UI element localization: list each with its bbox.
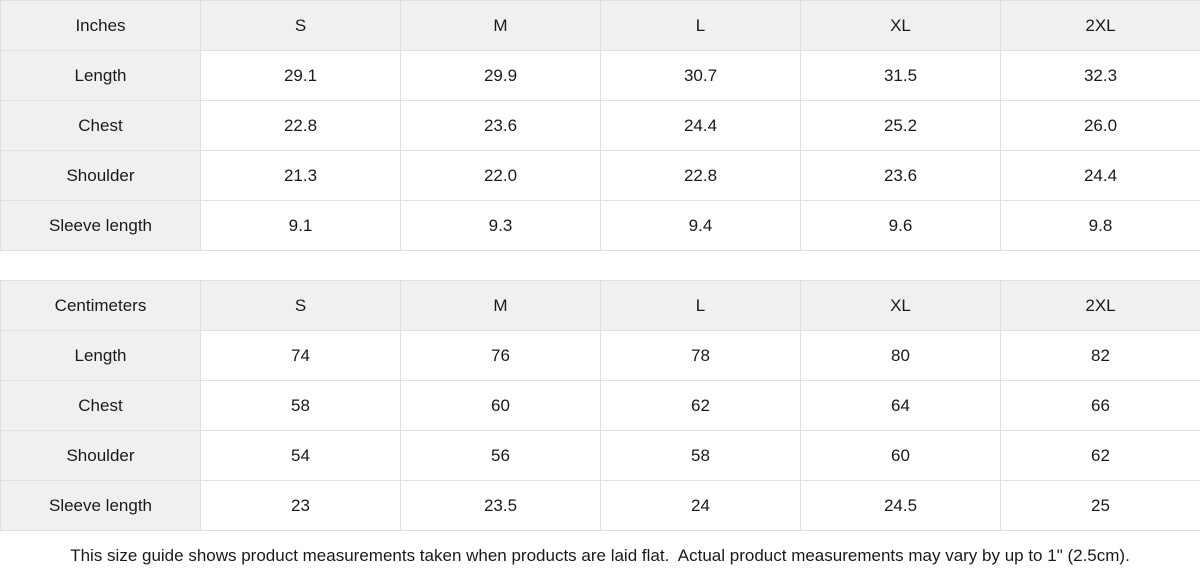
table-row: Length 74 76 78 80 82 — [1, 331, 1200, 381]
row-label-length: Length — [1, 51, 201, 101]
measurement-cell: 24.4 — [1001, 151, 1200, 201]
measurement-cell: 24.5 — [801, 481, 1001, 531]
table-gap-spacer — [0, 251, 1200, 280]
table-row: Chest 58 60 62 64 66 — [1, 381, 1200, 431]
column-header-s: S — [201, 281, 401, 331]
measurement-cell: 23.6 — [401, 101, 601, 151]
row-label-length: Length — [1, 331, 201, 381]
measurement-cell: 31.5 — [801, 51, 1001, 101]
column-header-l: L — [601, 281, 801, 331]
measurement-cell: 21.3 — [201, 151, 401, 201]
measurement-cell: 54 — [201, 431, 401, 481]
column-header-s: S — [201, 1, 401, 51]
measurement-cell: 82 — [1001, 331, 1200, 381]
column-header-m: M — [401, 1, 601, 51]
row-label-chest: Chest — [1, 381, 201, 431]
table-row: Length 29.1 29.9 30.7 31.5 32.3 — [1, 51, 1200, 101]
measurement-cell: 24.4 — [601, 101, 801, 151]
footer-note: This size guide shows product measuremen… — [0, 531, 1200, 581]
measurement-cell: 29.1 — [201, 51, 401, 101]
column-header-2xl: 2XL — [1001, 1, 1200, 51]
measurement-cell: 74 — [201, 331, 401, 381]
measurement-cell: 62 — [1001, 431, 1200, 481]
row-label-shoulder: Shoulder — [1, 151, 201, 201]
table-row: Sleeve length 23 23.5 24 24.5 25 — [1, 481, 1200, 531]
measurement-cell: 80 — [801, 331, 1001, 381]
row-label-shoulder: Shoulder — [1, 431, 201, 481]
column-header-m: M — [401, 281, 601, 331]
measurement-cell: 9.8 — [1001, 201, 1200, 251]
row-label-chest: Chest — [1, 101, 201, 151]
measurement-cell: 30.7 — [601, 51, 801, 101]
measurement-cell: 9.6 — [801, 201, 1001, 251]
header-row: Centimeters S M L XL 2XL — [1, 281, 1200, 331]
measurement-cell: 66 — [1001, 381, 1200, 431]
table-row: Sleeve length 9.1 9.3 9.4 9.6 9.8 — [1, 201, 1200, 251]
column-header-xl: XL — [801, 1, 1001, 51]
measurement-cell: 24 — [601, 481, 801, 531]
measurement-cell: 60 — [801, 431, 1001, 481]
measurement-cell: 26.0 — [1001, 101, 1200, 151]
unit-header-inches: Inches — [1, 1, 201, 51]
column-header-l: L — [601, 1, 801, 51]
size-guide-table-inches: Inches S M L XL 2XL Length 29.1 29.9 30.… — [0, 0, 1200, 251]
measurement-cell: 58 — [601, 431, 801, 481]
column-header-xl: XL — [801, 281, 1001, 331]
measurement-cell: 9.1 — [201, 201, 401, 251]
measurement-cell: 60 — [401, 381, 601, 431]
measurement-cell: 22.8 — [601, 151, 801, 201]
measurement-cell: 23.6 — [801, 151, 1001, 201]
measurement-cell: 62 — [601, 381, 801, 431]
size-guide-table-centimeters: Centimeters S M L XL 2XL Length 74 76 78… — [0, 280, 1200, 531]
measurement-cell: 25 — [1001, 481, 1200, 531]
measurement-cell: 23 — [201, 481, 401, 531]
measurement-cell: 76 — [401, 331, 601, 381]
row-label-sleeve-length: Sleeve length — [1, 201, 201, 251]
measurement-cell: 9.3 — [401, 201, 601, 251]
measurement-cell: 56 — [401, 431, 601, 481]
column-header-2xl: 2XL — [1001, 281, 1200, 331]
unit-header-centimeters: Centimeters — [1, 281, 201, 331]
measurement-cell: 29.9 — [401, 51, 601, 101]
measurement-cell: 25.2 — [801, 101, 1001, 151]
measurement-cell: 64 — [801, 381, 1001, 431]
measurement-cell: 23.5 — [401, 481, 601, 531]
table-row: Chest 22.8 23.6 24.4 25.2 26.0 — [1, 101, 1200, 151]
measurement-cell: 58 — [201, 381, 401, 431]
measurement-cell: 78 — [601, 331, 801, 381]
row-label-sleeve-length: Sleeve length — [1, 481, 201, 531]
measurement-cell: 9.4 — [601, 201, 801, 251]
table-row: Shoulder 54 56 58 60 62 — [1, 431, 1200, 481]
measurement-cell: 22.8 — [201, 101, 401, 151]
header-row: Inches S M L XL 2XL — [1, 1, 1200, 51]
measurement-cell: 22.0 — [401, 151, 601, 201]
measurement-cell: 32.3 — [1001, 51, 1200, 101]
table-row: Shoulder 21.3 22.0 22.8 23.6 24.4 — [1, 151, 1200, 201]
